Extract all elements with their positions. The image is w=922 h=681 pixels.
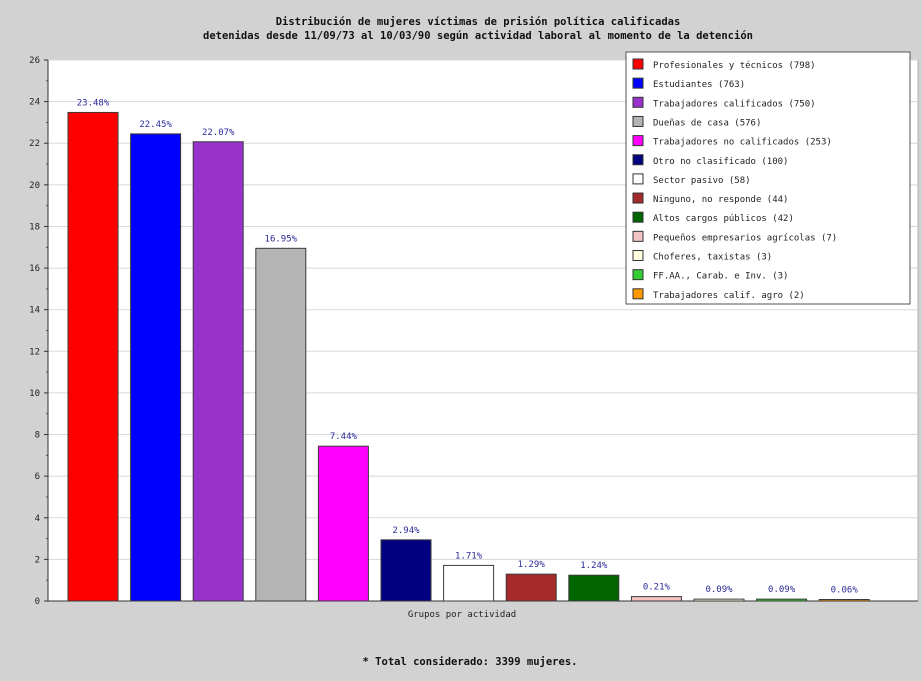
bar	[192, 141, 244, 602]
legend-swatch	[632, 192, 644, 204]
footer-note: * Total considerado: 3399 mujeres.	[363, 656, 578, 668]
legend-entry: FF.AA., Carab. e Inv. (3)	[653, 272, 788, 282]
y-tick-label: 2	[35, 555, 40, 565]
legend-swatch	[632, 230, 644, 242]
bar	[67, 111, 119, 602]
bar-value-label: 0.21%	[643, 583, 671, 593]
bar	[443, 564, 495, 602]
legend-entry: Ninguno, no responde (44)	[653, 195, 788, 205]
bar	[505, 573, 557, 602]
legend-entry: Pequeños empresarios agrícolas (7)	[653, 233, 837, 243]
legend-entry: Choferes, taxistas (3)	[653, 253, 772, 263]
y-tick-label: 24	[29, 98, 40, 108]
bar	[693, 598, 745, 602]
legend-swatch	[632, 269, 644, 281]
legend-entry: Otro no clasificado (100)	[653, 157, 788, 167]
y-tick-label: 22	[29, 139, 40, 149]
y-tick-label: 6	[35, 472, 40, 482]
legend-swatch	[632, 250, 644, 261]
y-tick-label: 16	[29, 264, 40, 274]
legend-swatch	[632, 96, 644, 108]
y-tick-label: 20	[29, 181, 40, 191]
bar	[568, 574, 620, 602]
bar-value-label: 22.07%	[202, 128, 235, 138]
bar-value-label: 23.48%	[77, 98, 110, 108]
chart-title: Distribución de mujeres víctimas de pris…	[203, 16, 753, 42]
chart-title-line-1: Distribución de mujeres víctimas de pris…	[276, 16, 681, 28]
legend-entry: Trabajadores no calificados (253)	[653, 138, 832, 148]
legend: Profesionales y técnicos (798) Estudiante…	[625, 51, 911, 305]
legend-entry: Sector pasivo (58)	[653, 176, 751, 186]
bar-value-label: 0.06%	[831, 586, 859, 596]
y-tick-label: 0	[35, 597, 40, 607]
y-tick-label: 12	[29, 347, 40, 357]
bar-value-label: 0.09%	[768, 585, 796, 595]
bar-value-label: 1.24%	[580, 561, 608, 571]
legend-swatch	[632, 211, 644, 223]
bar-value-label: 1.71%	[455, 551, 483, 561]
bar	[630, 596, 682, 602]
legend-swatch	[632, 135, 644, 147]
legend-entry: Altos cargos públicos (42)	[653, 214, 794, 224]
bar	[818, 599, 870, 602]
y-tick-label: 8	[35, 431, 40, 441]
legend-swatch	[632, 288, 644, 300]
bar-value-label: 22.45%	[139, 120, 172, 130]
bar-value-label: 2.94%	[392, 526, 420, 536]
bar	[380, 539, 432, 602]
legend-swatch	[632, 154, 644, 166]
legend-entry: Estudiantes (763)	[653, 80, 745, 90]
bar-value-label: 0.09%	[705, 585, 733, 595]
legend-entry: Profesionales y técnicos (798)	[653, 60, 816, 71]
y-tick-label: 26	[29, 56, 40, 66]
y-tick-label: 14	[29, 306, 40, 316]
bar	[130, 133, 182, 602]
y-tick-label: 18	[29, 222, 40, 232]
legend-box	[625, 51, 911, 305]
bar	[756, 598, 808, 602]
legend-swatch	[632, 115, 644, 127]
chart-title-line-2: detenidas desde 11/09/73 al 10/03/90 seg…	[203, 30, 753, 42]
y-tick-label: 10	[29, 389, 40, 399]
x-axis-label: Grupos por actividad	[408, 610, 516, 620]
bars	[67, 111, 870, 602]
legend-entry: Trabajadores calificados (750)	[653, 99, 816, 109]
legend-swatch	[632, 58, 644, 70]
legend-entry: Dueñas de casa (576)	[653, 118, 761, 128]
bar-value-label: 1.29%	[518, 560, 546, 570]
bar	[317, 445, 369, 602]
legend-swatch	[632, 173, 644, 185]
bar-value-label: 16.95%	[265, 234, 298, 244]
bar-value-label: 7.44%	[330, 432, 358, 442]
bar	[255, 247, 307, 602]
y-tick-label: 4	[35, 514, 40, 524]
bar-value-labels: 23.48% 22.45% 22.07% 16.95% 7.44% 2.94% 1.71% 1…	[77, 98, 859, 595]
legend-swatch	[632, 77, 644, 89]
legend-entry: Trabajadores calif. agro (2)	[653, 291, 805, 301]
